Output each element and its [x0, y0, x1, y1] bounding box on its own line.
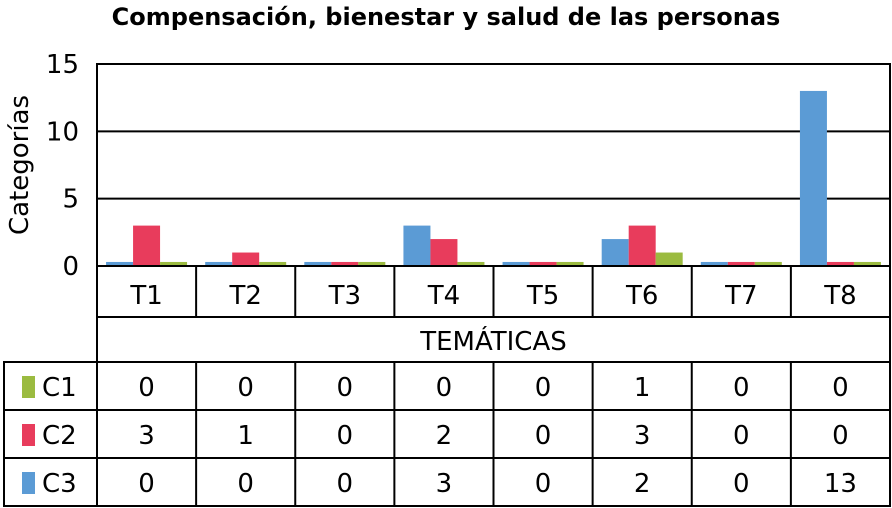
x-tick-label: T8: [823, 281, 856, 311]
legend-key-c2: [22, 424, 35, 446]
bars-layer: [106, 90, 881, 266]
bar-c1-t8: [853, 261, 881, 266]
data-table-cell: 0: [832, 373, 849, 403]
legend-label-c3: C3: [42, 469, 77, 499]
grid-layer: [97, 63, 890, 267]
y-tick-label: 10: [46, 117, 79, 147]
data-table-cell: 3: [436, 469, 453, 499]
x-tick-label: T2: [228, 281, 261, 311]
bar-c2-t2: [232, 252, 260, 266]
bar-c3-t4: [403, 225, 431, 266]
bar-c3-t2: [205, 261, 233, 266]
legend-key-c3: [22, 472, 35, 494]
bar-c3-t5: [502, 261, 530, 266]
bar-c2-t4: [430, 239, 458, 266]
axis-layer: 0 5 10 15 Categorías T1 T2 T3 T4 T5 T6 T7 T8 TEMÁTICA…: [5, 50, 891, 362]
bar-c2-t5: [529, 261, 557, 266]
legend-label-c1: C1: [42, 373, 77, 403]
legend-key-c1: [22, 376, 35, 398]
data-table-cell: 0: [733, 469, 750, 499]
bar-c2-t7: [727, 261, 755, 266]
x-tick-label: T7: [724, 281, 757, 311]
data-table: C1 0 0 0 0 0 1 0 0 C2 3 1 0 2 0 3 0 0 C3 0 0 0 3 0 2 0 13: [3, 361, 891, 507]
data-table-cell: 2: [634, 469, 651, 499]
x-tick-label: T5: [526, 281, 559, 311]
y-tick-label: 0: [62, 252, 79, 282]
bar-c3-t3: [304, 261, 332, 266]
data-table-cell: 0: [535, 421, 552, 451]
bar-c2-t6: [628, 225, 656, 266]
data-table-cell: 0: [535, 469, 552, 499]
legend-label-c2: C2: [42, 421, 77, 451]
bar-c2-t8: [826, 261, 854, 266]
data-table-cell: 2: [436, 421, 453, 451]
data-table-cell: 13: [824, 469, 857, 499]
bar-c1-t1: [160, 261, 188, 266]
data-table-cell: 0: [138, 469, 155, 499]
data-table-cell: 3: [138, 421, 155, 451]
bar-c3-t6: [601, 239, 629, 266]
data-table-cell: 1: [237, 421, 254, 451]
bar-c2-t1: [133, 225, 161, 266]
data-table-cell: 0: [237, 469, 254, 499]
bar-c3-t8: [799, 90, 827, 266]
x-tick-label: T3: [328, 281, 361, 311]
data-table-cell: 0: [733, 373, 750, 403]
x-tick-label: T6: [625, 281, 658, 311]
bar-c1-t5: [556, 261, 584, 266]
data-table-cell: 3: [634, 421, 651, 451]
data-table-cell: 0: [337, 421, 354, 451]
x-tick-label: T4: [427, 281, 460, 311]
bar-c1-t6: [655, 252, 683, 266]
bar-c1-t7: [754, 261, 782, 266]
y-tick-label: 15: [46, 50, 79, 80]
plot-area-border: [96, 63, 891, 267]
chart-title: Compensación, bienestar y salud de las p…: [111, 3, 781, 31]
data-table-cell: 0: [138, 373, 155, 403]
bar-c3-t1: [106, 261, 134, 266]
x-tick-label: T1: [129, 281, 162, 311]
bar-c3-t7: [700, 261, 728, 266]
data-table-cell: 0: [832, 421, 849, 451]
y-tick-label: 5: [62, 185, 79, 215]
x-axis-title: TEMÁTICAS: [419, 325, 567, 357]
bar-c1-t4: [457, 261, 485, 266]
bar-c2-t3: [331, 261, 359, 266]
data-table-cell: 0: [436, 373, 453, 403]
bar-c1-t3: [358, 261, 386, 266]
data-table-cell: 0: [535, 373, 552, 403]
data-table-cell: 0: [733, 421, 750, 451]
data-table-cell: 0: [337, 469, 354, 499]
data-table-cell: 1: [634, 373, 651, 403]
data-table-cell: 0: [237, 373, 254, 403]
y-axis-title: Categorías: [5, 95, 35, 235]
bar-c1-t2: [259, 261, 287, 266]
data-table-cell: 0: [337, 373, 354, 403]
